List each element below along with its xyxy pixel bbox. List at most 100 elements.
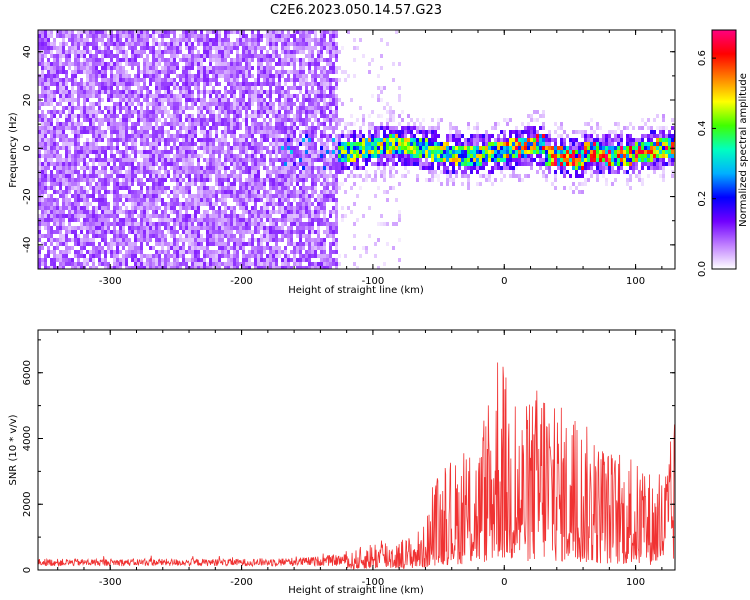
heatmap-cell — [293, 170, 296, 174]
heatmap-cell — [164, 234, 167, 238]
heatmap-cell — [149, 142, 152, 146]
heatmap-cell — [200, 42, 203, 46]
heatmap-cell — [86, 146, 89, 150]
heatmap-cell — [173, 158, 176, 162]
heatmap-cell — [65, 246, 68, 250]
heatmap-cell — [101, 186, 104, 190]
heatmap-cell — [182, 58, 185, 62]
heatmap-cell — [224, 142, 227, 146]
heatmap-cell — [71, 170, 74, 174]
heatmap-cell — [338, 146, 341, 150]
heatmap-cell — [224, 266, 227, 269]
heatmap-cell — [65, 118, 68, 122]
heatmap-cell — [284, 210, 287, 214]
heatmap-cell — [311, 182, 314, 186]
heatmap-cell — [191, 182, 194, 186]
heatmap-cell — [314, 42, 317, 46]
heatmap-cell — [203, 258, 206, 262]
heatmap-cell — [164, 82, 167, 86]
heatmap-cell — [170, 66, 173, 70]
heatmap-cell — [179, 114, 182, 118]
heatmap-cell — [134, 254, 137, 258]
heatmap-cell — [332, 166, 335, 170]
heatmap-cell — [326, 82, 329, 86]
heatmap-cell — [56, 70, 59, 74]
heatmap-cell — [218, 266, 221, 269]
heatmap-cell — [161, 250, 164, 254]
heatmap-cell — [125, 102, 128, 106]
heatmap-cell — [287, 90, 290, 94]
heatmap-cell — [179, 94, 182, 98]
heatmap-cell — [209, 126, 212, 130]
heatmap-cell — [254, 122, 257, 126]
heatmap-cell — [158, 78, 161, 82]
heatmap-cell — [224, 46, 227, 50]
heatmap-cell — [182, 254, 185, 258]
heatmap-cell — [92, 90, 95, 94]
heatmap-cell — [302, 38, 305, 42]
heatmap-cell — [134, 142, 137, 146]
heatmap-cell — [236, 138, 239, 142]
heatmap-cell — [98, 102, 101, 106]
heatmap-cell — [206, 162, 209, 166]
heatmap-cell — [302, 154, 305, 158]
heatmap-cell — [83, 258, 86, 262]
heatmap-cell — [218, 94, 221, 98]
heatmap-cell — [263, 122, 266, 126]
heatmap-cell — [191, 234, 194, 238]
heatmap-cell — [113, 122, 116, 126]
heatmap-cell — [92, 214, 95, 218]
heatmap-cell — [311, 114, 314, 118]
heatmap-cell — [74, 166, 77, 170]
heatmap-cell — [152, 50, 155, 54]
heatmap-cell — [83, 110, 86, 114]
heatmap-cell — [188, 34, 191, 38]
heatmap-cell — [152, 38, 155, 42]
heatmap-cell — [299, 86, 302, 90]
heatmap-cell — [314, 38, 317, 42]
heatmap-cell — [263, 262, 266, 266]
heatmap-cell — [95, 150, 98, 154]
heatmap-cell — [200, 154, 203, 158]
heatmap-cell — [188, 154, 191, 158]
heatmap-cell — [329, 46, 332, 50]
heatmap-cell — [227, 150, 230, 154]
heatmap-cell — [92, 234, 95, 238]
heatmap-cell — [224, 226, 227, 230]
heatmap-cell — [74, 218, 77, 222]
heatmap-cell — [299, 122, 302, 126]
heatmap-cell — [287, 126, 290, 130]
heatmap-cell — [56, 150, 59, 154]
heatmap-cell — [281, 210, 284, 214]
heatmap-cell — [329, 66, 332, 70]
heatmap-cell — [119, 62, 122, 66]
heatmap-cell — [128, 98, 131, 102]
heatmap-cell — [278, 110, 281, 114]
heatmap-cell — [86, 214, 89, 218]
heatmap-cell — [134, 154, 137, 158]
heatmap-cell — [152, 34, 155, 38]
heatmap-cell — [323, 98, 326, 102]
heatmap-cell — [338, 138, 341, 142]
heatmap-cell — [59, 154, 62, 158]
heatmap-cell — [227, 166, 230, 170]
heatmap-cell — [98, 250, 101, 254]
heatmap-cell — [323, 202, 326, 206]
heatmap-cell — [59, 194, 62, 198]
heatmap-cell — [68, 98, 71, 102]
heatmap-cell — [110, 210, 113, 214]
heatmap-cell — [329, 138, 332, 142]
heatmap-cell — [125, 254, 128, 258]
heatmap-cell — [149, 178, 152, 182]
heatmap-cell — [311, 186, 314, 190]
heatmap-cell — [140, 266, 143, 269]
heatmap-cell — [41, 142, 44, 146]
heatmap-cell — [146, 150, 149, 154]
heatmap-cell — [317, 38, 320, 42]
heatmap-cell — [152, 62, 155, 66]
heatmap-cell — [272, 146, 275, 150]
heatmap-cell — [251, 134, 254, 138]
heatmap-cell — [311, 210, 314, 214]
heatmap-cell — [221, 46, 224, 50]
heatmap-cell — [332, 258, 335, 262]
